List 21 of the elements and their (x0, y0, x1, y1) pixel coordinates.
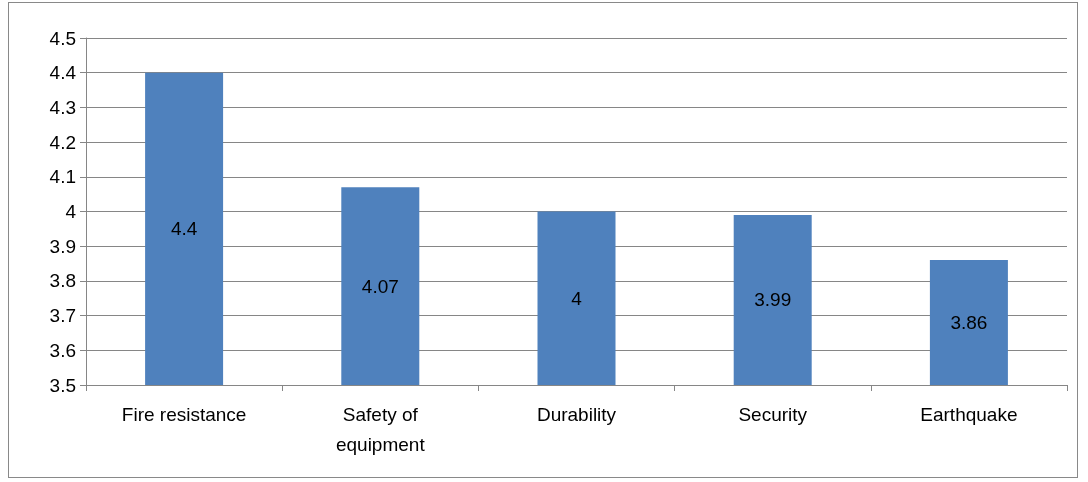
y-tick-label: 4.4 (49, 62, 77, 84)
data-label: 4 (571, 287, 583, 309)
x-tick-label: Durability (536, 403, 617, 425)
y-tick-label: 3.8 (49, 270, 76, 292)
x-tick-label: Earthquake (920, 403, 1018, 425)
y-tick-label: 4.2 (49, 131, 76, 153)
data-label: 3.99 (754, 289, 792, 311)
y-tick-label: 4.1 (49, 166, 76, 188)
y-tick-label: 3.9 (49, 235, 76, 257)
y-tick-label: 4.3 (49, 96, 76, 118)
y-tick-label: 3.5 (49, 374, 76, 396)
y-tick-label: 3.6 (49, 339, 76, 361)
x-tick-label: Safety of equipment (335, 403, 426, 455)
y-tick-label: 4 (65, 201, 77, 222)
y-tick-label: 3.7 (49, 305, 76, 327)
x-tick-label: Security (738, 403, 808, 425)
data-label: 3.86 (950, 312, 988, 334)
data-label: 4.4 (170, 218, 198, 240)
data-label: 4.07 (361, 275, 399, 297)
y-tick-label: 4.5 (49, 27, 76, 49)
x-tick-label: Fire resistance (121, 403, 247, 425)
